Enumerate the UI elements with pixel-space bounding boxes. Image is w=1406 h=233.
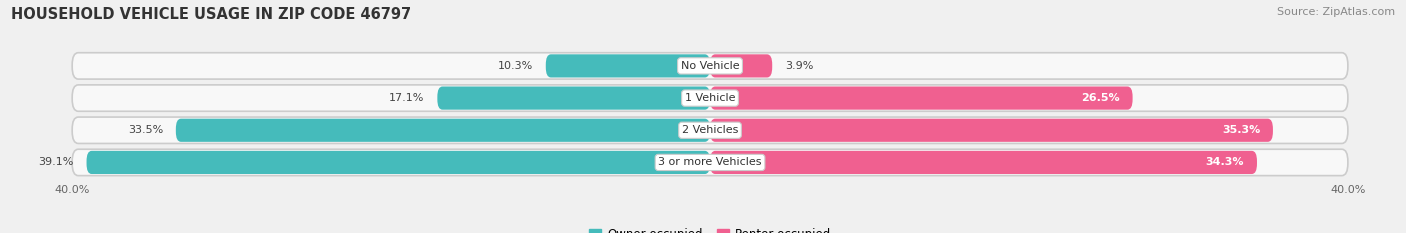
Text: 26.5%: 26.5% (1081, 93, 1119, 103)
Legend: Owner-occupied, Renter-occupied: Owner-occupied, Renter-occupied (585, 224, 835, 233)
FancyBboxPatch shape (72, 85, 1348, 111)
FancyBboxPatch shape (546, 54, 710, 78)
FancyBboxPatch shape (176, 119, 710, 142)
Text: No Vehicle: No Vehicle (681, 61, 740, 71)
FancyBboxPatch shape (710, 151, 1257, 174)
Text: 1 Vehicle: 1 Vehicle (685, 93, 735, 103)
FancyBboxPatch shape (72, 117, 1348, 144)
Text: 17.1%: 17.1% (389, 93, 425, 103)
FancyBboxPatch shape (87, 151, 710, 174)
Text: 3 or more Vehicles: 3 or more Vehicles (658, 158, 762, 168)
Text: 3.9%: 3.9% (785, 61, 813, 71)
Text: 34.3%: 34.3% (1206, 158, 1244, 168)
Text: 35.3%: 35.3% (1222, 125, 1260, 135)
FancyBboxPatch shape (72, 149, 1348, 176)
FancyBboxPatch shape (710, 86, 1133, 110)
Text: Source: ZipAtlas.com: Source: ZipAtlas.com (1277, 7, 1395, 17)
FancyBboxPatch shape (72, 53, 1348, 79)
Text: 10.3%: 10.3% (498, 61, 533, 71)
Text: 39.1%: 39.1% (38, 158, 73, 168)
Text: HOUSEHOLD VEHICLE USAGE IN ZIP CODE 46797: HOUSEHOLD VEHICLE USAGE IN ZIP CODE 4679… (11, 7, 412, 22)
FancyBboxPatch shape (710, 54, 772, 78)
Text: 2 Vehicles: 2 Vehicles (682, 125, 738, 135)
FancyBboxPatch shape (710, 119, 1272, 142)
FancyBboxPatch shape (437, 86, 710, 110)
Text: 33.5%: 33.5% (128, 125, 163, 135)
